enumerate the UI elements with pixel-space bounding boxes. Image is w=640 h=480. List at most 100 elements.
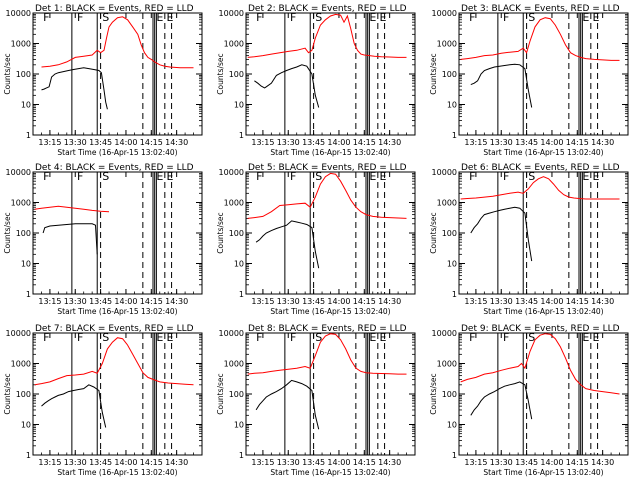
lld-rate-line [247,172,407,219]
interval-marker-letter: E [156,11,163,24]
y-tick-label: 1000 [437,40,457,49]
x-axis-label: Start Time (16-Apr-15 13:02:40) [270,468,390,477]
plot-area [247,13,407,108]
x-tick-label: 13:45 [89,297,112,306]
plot-area [41,16,194,110]
y-tick-label: 1 [26,290,31,299]
panel-det-5: Det 5: BLACK = Events, RED = LLD 1 10 100 10… [216,163,416,316]
y-tick-label: 10000 [432,329,457,338]
panel-title: Det 5: BLACK = Events, RED = LLD [248,163,407,173]
interval-marker-letter: E [369,11,376,24]
interval-marker-letter: S [102,11,109,24]
lld-rate-line [460,17,620,61]
y-tick-label: 10 [21,421,31,430]
x-tick-label: 13:15 [464,458,487,467]
panel-det-7: Det 7: BLACK = Events, RED = LLD 1 10 100 10… [3,324,203,477]
plot-frame [32,171,203,295]
y-tick-label: 1 [452,451,457,460]
panel-det-8: Det 8: BLACK = Events, RED = LLD 1 10 100 10… [216,324,416,477]
x-tick-label: 14:00 [327,138,350,147]
x-tick-label: 13:45 [515,458,538,467]
x-tick-label: 14:30 [591,458,614,467]
y-axis-label: Counts/sec [3,53,12,94]
x-tick-label: 14:00 [114,297,137,306]
x-tick-label: 14:00 [114,138,137,147]
x-axis-label: Start Time (16-Apr-15 13:02:40) [270,148,390,157]
x-tick-label: 14:15 [140,458,163,467]
interval-marker-letter: E [369,170,376,183]
y-tick-label: 10 [447,101,457,110]
plot-frame [245,12,416,136]
interval-marker-letter: F [503,331,509,344]
panel-det-2: Det 2: BLACK = Events, RED = LLD 1 10 100 10… [216,4,416,157]
plot-frame [458,332,629,456]
y-tick-label: 1 [452,131,457,140]
x-tick-label: 14:30 [378,297,401,306]
x-tick-label: 13:15 [38,138,61,147]
x-tick-label: 13:15 [38,458,61,467]
y-tick-label: 1000 [11,199,31,208]
x-tick-label: 14:00 [114,458,137,467]
plot-frame [32,12,203,136]
y-tick-label: 100 [229,70,244,79]
y-axis-label: Counts/sec [429,53,438,94]
y-tick-label: 1000 [437,360,457,369]
interval-marker-letter: S [102,170,109,183]
x-tick-label: 14:15 [353,138,376,147]
x-tick-label: 14:30 [165,458,188,467]
lld-rate-line [247,333,407,375]
events-rate-line [470,63,533,108]
y-tick-label: 1000 [224,40,244,49]
plot-area [34,337,194,428]
interval-marker-letter: F [256,170,262,183]
y-tick-label: 10000 [219,329,244,338]
y-tick-label: 100 [16,70,31,79]
x-tick-label: 13:45 [515,297,538,306]
y-tick-label: 1 [239,131,244,140]
x-tick-label: 14:30 [378,138,401,147]
y-tick-label: 10000 [432,9,457,18]
interval-marker-letter: F [43,331,49,344]
lld-rate-line [247,13,407,58]
y-tick-label: 1 [239,451,244,460]
interval-marker-letter: S [102,331,109,344]
x-tick-label: 13:30 [490,297,513,306]
interval-marker-letter: E [167,11,174,24]
interval-marker-letter: F [43,170,49,183]
interval-marker-letter: S [315,331,322,344]
y-axis-label: Counts/sec [216,212,225,253]
interval-marker-letter: F [290,331,296,344]
y-tick-label: 1 [26,451,31,460]
x-tick-label: 14:15 [140,138,163,147]
plot-frame [458,171,629,295]
y-tick-label: 10 [21,101,31,110]
interval-marker-letter: E [167,331,174,344]
y-tick-label: 100 [442,390,457,399]
plot-area [247,333,407,430]
y-tick-label: 1 [26,131,31,140]
lld-rate-line [34,205,110,213]
y-tick-label: 100 [229,390,244,399]
y-tick-label: 100 [229,229,244,238]
y-tick-label: 100 [16,390,31,399]
x-tick-label: 13:15 [251,458,274,467]
interval-marker-letter: E [593,170,600,183]
y-tick-label: 10000 [6,168,31,177]
x-tick-label: 13:15 [251,138,274,147]
interval-marker-letter: S [315,11,322,24]
y-axis-label: Counts/sec [3,212,12,253]
plot-area [460,176,620,262]
y-tick-label: 1 [239,290,244,299]
x-axis-label: Start Time (16-Apr-15 13:02:40) [483,307,603,316]
y-axis-label: Counts/sec [3,373,12,414]
y-tick-label: 1000 [11,360,31,369]
events-rate-line [41,67,108,110]
x-tick-label: 14:00 [540,458,563,467]
y-tick-label: 10 [21,260,31,269]
interval-marker-letter: F [290,11,296,24]
events-rate-line [470,206,533,262]
x-tick-label: 13:30 [277,458,300,467]
y-tick-label: 10 [234,421,244,430]
x-tick-label: 13:45 [89,138,112,147]
